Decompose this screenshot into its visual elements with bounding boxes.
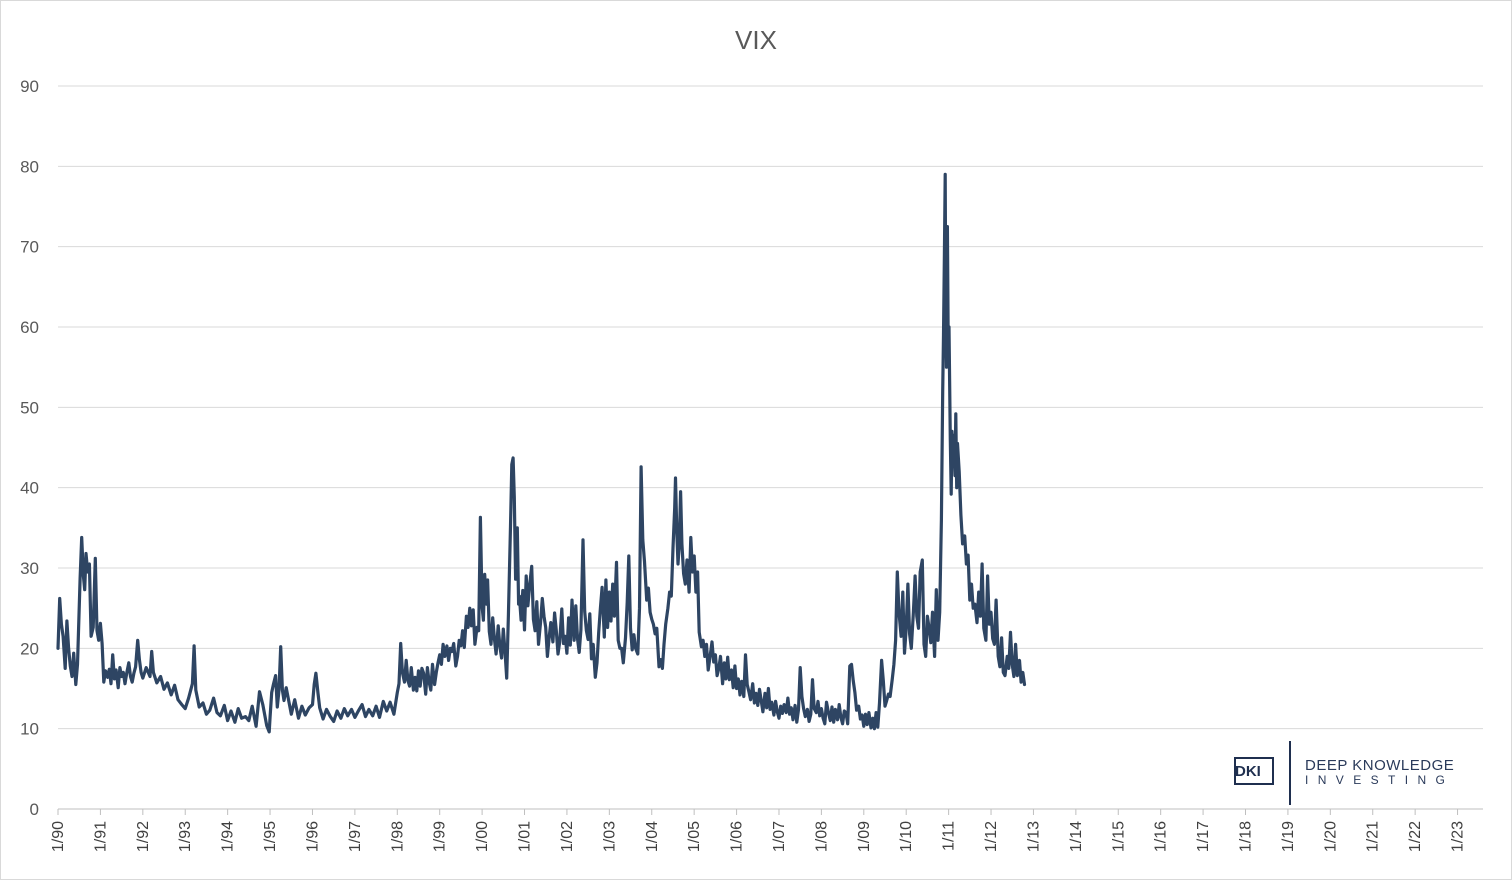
x-tick-label: 1/21 [1365, 821, 1382, 852]
x-axis-ticks: 1/90 1/91 1/92 1/93 1/94 1/95 1/96 1/97 1/98 1/99… [50, 809, 1467, 852]
x-tick-label: 1/11 [941, 821, 958, 851]
y-tick-label: 50 [20, 398, 39, 417]
x-tick-label: 1/12 [983, 821, 1000, 852]
x-tick-label: 1/18 [1238, 821, 1255, 852]
x-tick-label: 1/06 [729, 821, 746, 852]
x-tick-label: 1/90 [50, 821, 67, 852]
x-tick-label: 1/96 [304, 821, 321, 852]
x-tick-label: 1/09 [856, 821, 873, 852]
y-tick-label: 60 [20, 318, 39, 337]
y-axis-ticks: 0 10 20 30 40 50 60 70 80 90 [20, 77, 39, 819]
logo-divider [1289, 741, 1291, 805]
x-tick-label: 1/14 [1068, 821, 1085, 852]
x-tick-label: 1/07 [771, 821, 788, 852]
gridlines [58, 85, 1483, 730]
x-tick-label: 1/95 [262, 821, 279, 852]
x-tick-label: 1/08 [813, 821, 830, 852]
y-tick-label: 70 [20, 238, 39, 257]
x-tick-label: 1/00 [474, 821, 491, 852]
y-tick-label: 20 [20, 639, 39, 658]
x-tick-label: 1/05 [686, 821, 703, 852]
x-tick-label: 1/98 [389, 821, 406, 852]
logo-line-investing: INVESTING [1305, 773, 1455, 787]
x-tick-label: 1/23 [1450, 821, 1467, 852]
x-tick-label: 1/16 [1153, 821, 1170, 852]
y-tick-label: 10 [20, 720, 39, 739]
x-tick-label: 1/04 [644, 821, 661, 852]
vix-series-line [56, 172, 1027, 734]
x-tick-label: 1/15 [1110, 821, 1127, 852]
dki-logo-text: DKI [1235, 763, 1261, 780]
x-tick-label: 1/01 [517, 821, 534, 852]
x-tick-label: 1/91 [92, 821, 109, 852]
dki-logo-box [1234, 757, 1274, 785]
x-tick-label: 1/22 [1407, 821, 1424, 852]
x-tick-label: 1/92 [135, 821, 152, 852]
y-tick-label: 30 [20, 559, 39, 578]
x-tick-label: 1/19 [1280, 821, 1297, 852]
y-tick-label: 40 [20, 479, 39, 498]
series-layer [56, 172, 1027, 734]
chart-title: VIX [735, 25, 777, 55]
x-tick-label: 1/93 [177, 821, 194, 852]
x-tick-label: 1/94 [220, 821, 237, 852]
x-tick-label: 1/10 [898, 821, 915, 852]
y-tick-label: 90 [20, 77, 39, 96]
x-tick-label: 1/17 [1195, 821, 1212, 852]
x-tick-label: 1/13 [1025, 821, 1042, 852]
y-tick-label: 0 [30, 800, 39, 819]
x-tick-label: 1/97 [347, 821, 364, 852]
x-tick-label: 1/20 [1322, 821, 1339, 852]
x-tick-label: 1/99 [432, 821, 449, 852]
y-tick-label: 80 [20, 157, 39, 176]
x-tick-label: 1/03 [601, 821, 618, 852]
x-tick-label: 1/02 [559, 821, 576, 852]
logo-line-deep-knowledge: DEEP KNOWLEDGE [1305, 757, 1455, 774]
